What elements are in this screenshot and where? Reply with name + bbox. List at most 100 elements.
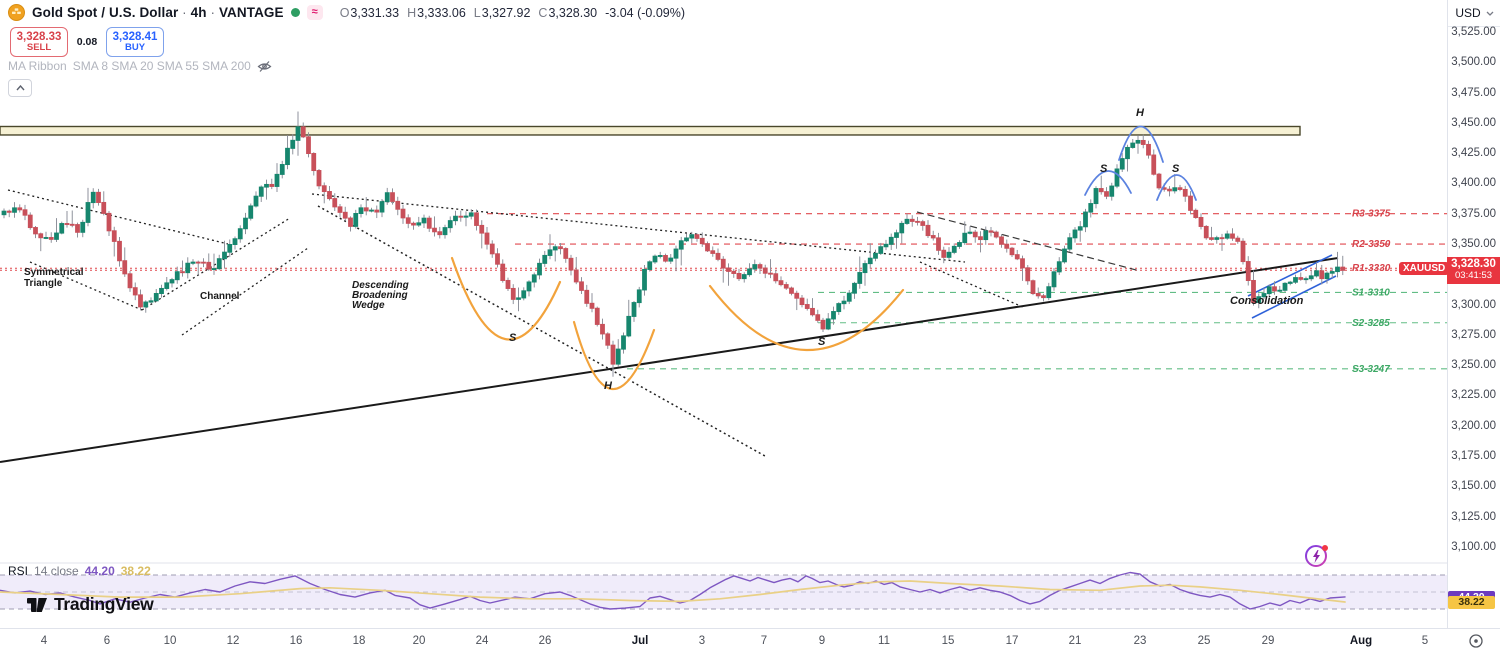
trendline-4[interactable] — [311, 193, 966, 263]
candle-body — [1077, 226, 1083, 231]
candle-body — [384, 192, 390, 203]
time-tick: 24 — [475, 635, 489, 647]
candle-body — [1287, 281, 1293, 284]
indicator-params: SMA 8 SMA 20 SMA 55 SMA 200 — [72, 59, 251, 73]
chart-annotation[interactable]: H — [1136, 107, 1145, 119]
trendline-1[interactable] — [29, 261, 143, 311]
candle-body — [726, 267, 731, 272]
eye-crossed-icon[interactable] — [257, 60, 272, 73]
timezone-settings-icon[interactable] — [1468, 633, 1484, 649]
candle-body — [1177, 187, 1183, 190]
candle-body — [752, 264, 758, 270]
resistance-zone[interactable] — [0, 125, 1301, 136]
candle-body — [841, 300, 847, 305]
time-tick: 21 — [1068, 635, 1082, 647]
candle-body — [867, 257, 873, 265]
price-tick: 3,225.00 — [1451, 389, 1496, 402]
chart-canvas[interactable]: R3-3375 R2-3350 R1-3330 S1-3310 S2-3285 S3-32… — [0, 0, 1447, 628]
level-label: R1-3330 — [1352, 263, 1391, 274]
candle-body — [673, 248, 679, 259]
sell-button[interactable]: 3,328.33 SELL — [10, 27, 68, 57]
trendline-9[interactable] — [1247, 254, 1333, 297]
buy-button[interactable]: 3,328.41 BUY — [106, 27, 164, 57]
candle-body — [563, 248, 569, 259]
chart-annotation[interactable]: Descending — [352, 280, 409, 291]
candle-body — [1182, 188, 1188, 197]
tradingview-logo[interactable]: TradingView — [27, 594, 154, 615]
candle-body — [395, 200, 401, 210]
trendline-2[interactable] — [141, 217, 291, 311]
delayed-data-badge[interactable]: ≈ — [306, 5, 323, 20]
candle-body — [33, 227, 38, 235]
time-axis[interactable]: 4 6 10 12 16 18 20 24 26 Jul 3 7 9 11 15 17 21 23 25 29 Aug 5 — [0, 628, 1500, 652]
price-axis[interactable]: USD 3,525.00 3,500.00 3,475.00 3,450.00 3,42… — [1447, 0, 1500, 628]
candle-body — [1098, 188, 1104, 193]
pattern-arc[interactable] — [572, 320, 656, 391]
flash-boost-icon[interactable] — [1303, 541, 1331, 574]
candle-body — [1240, 240, 1246, 263]
chart-annotation[interactable]: S — [509, 332, 517, 344]
candle-body — [27, 214, 33, 229]
trendline-5[interactable] — [317, 205, 766, 457]
chart-annotation[interactable]: Broadening — [352, 290, 408, 301]
time-tick: 23 — [1133, 635, 1147, 647]
price-tick: 3,500.00 — [1451, 56, 1496, 69]
market-open-dot[interactable] — [290, 8, 300, 17]
candle-body — [568, 257, 574, 271]
candle-body — [600, 323, 605, 335]
pattern-arc[interactable] — [1118, 125, 1164, 163]
candle-body — [1135, 139, 1141, 144]
pattern-arc[interactable] — [450, 256, 562, 341]
rsi-params: 14 close — [34, 564, 79, 578]
chart-annotation[interactable]: Consolidation — [1230, 295, 1304, 307]
candle-body — [526, 281, 532, 292]
chart-annotation[interactable]: S — [1172, 163, 1180, 175]
pattern-arc[interactable] — [708, 284, 905, 352]
candle-body — [1335, 266, 1340, 273]
chart-annotation[interactable]: S — [1100, 163, 1108, 175]
candle-body — [1224, 233, 1230, 239]
candle-body — [432, 227, 437, 233]
trendline-7[interactable] — [916, 211, 1141, 272]
chart-annotation[interactable]: H — [604, 380, 613, 392]
candle-body — [925, 224, 931, 237]
chart-annotation[interactable]: S — [818, 336, 826, 348]
pattern-arc[interactable] — [1084, 170, 1132, 196]
candle-body — [573, 269, 579, 283]
candle-body — [54, 232, 59, 240]
indicator-legend[interactable]: MA Ribbon SMA 8 SMA 20 SMA 55 SMA 200 — [8, 59, 272, 73]
pattern-arc[interactable] — [1156, 174, 1197, 201]
candle-body — [311, 153, 317, 172]
symbol-title[interactable]: Gold Spot / U.S. Dollar · 4h · VANTAGE — [32, 5, 284, 20]
chart-annotation[interactable]: Triangle — [24, 278, 63, 289]
chart-annotation[interactable]: Symmetrical — [24, 267, 84, 278]
chart-annotation[interactable]: Wedge — [352, 300, 385, 311]
candle-body — [1009, 247, 1015, 256]
candle-body — [295, 126, 301, 141]
candle-body — [1035, 293, 1041, 297]
candle-body — [1198, 216, 1204, 227]
trendline-3[interactable] — [181, 247, 309, 336]
candle-body — [148, 300, 154, 303]
collapse-legend-button[interactable] — [8, 79, 32, 97]
candle-body — [930, 235, 936, 239]
candle-body — [285, 147, 290, 166]
candle-body — [122, 260, 128, 275]
candle-body — [327, 191, 332, 200]
candle-body — [80, 221, 86, 233]
time-tick: 3 — [698, 635, 706, 647]
trendline-8[interactable] — [0, 257, 1339, 463]
candle-body — [873, 252, 878, 259]
candle-body — [69, 223, 75, 226]
rsi-legend[interactable]: RSI 14 close 44.20 38.22 — [8, 564, 151, 578]
trendline-6[interactable] — [919, 261, 1026, 309]
candle-body — [1146, 143, 1151, 156]
currency-selector[interactable]: USD — [1448, 0, 1500, 27]
chart-annotation[interactable]: Channel — [200, 291, 240, 302]
candle-body — [1088, 203, 1094, 213]
candle-body — [1125, 146, 1130, 160]
level-label: R2-3350 — [1352, 239, 1391, 250]
candle-body — [1151, 154, 1157, 175]
candle-body — [195, 261, 201, 264]
candle-body — [846, 292, 852, 302]
